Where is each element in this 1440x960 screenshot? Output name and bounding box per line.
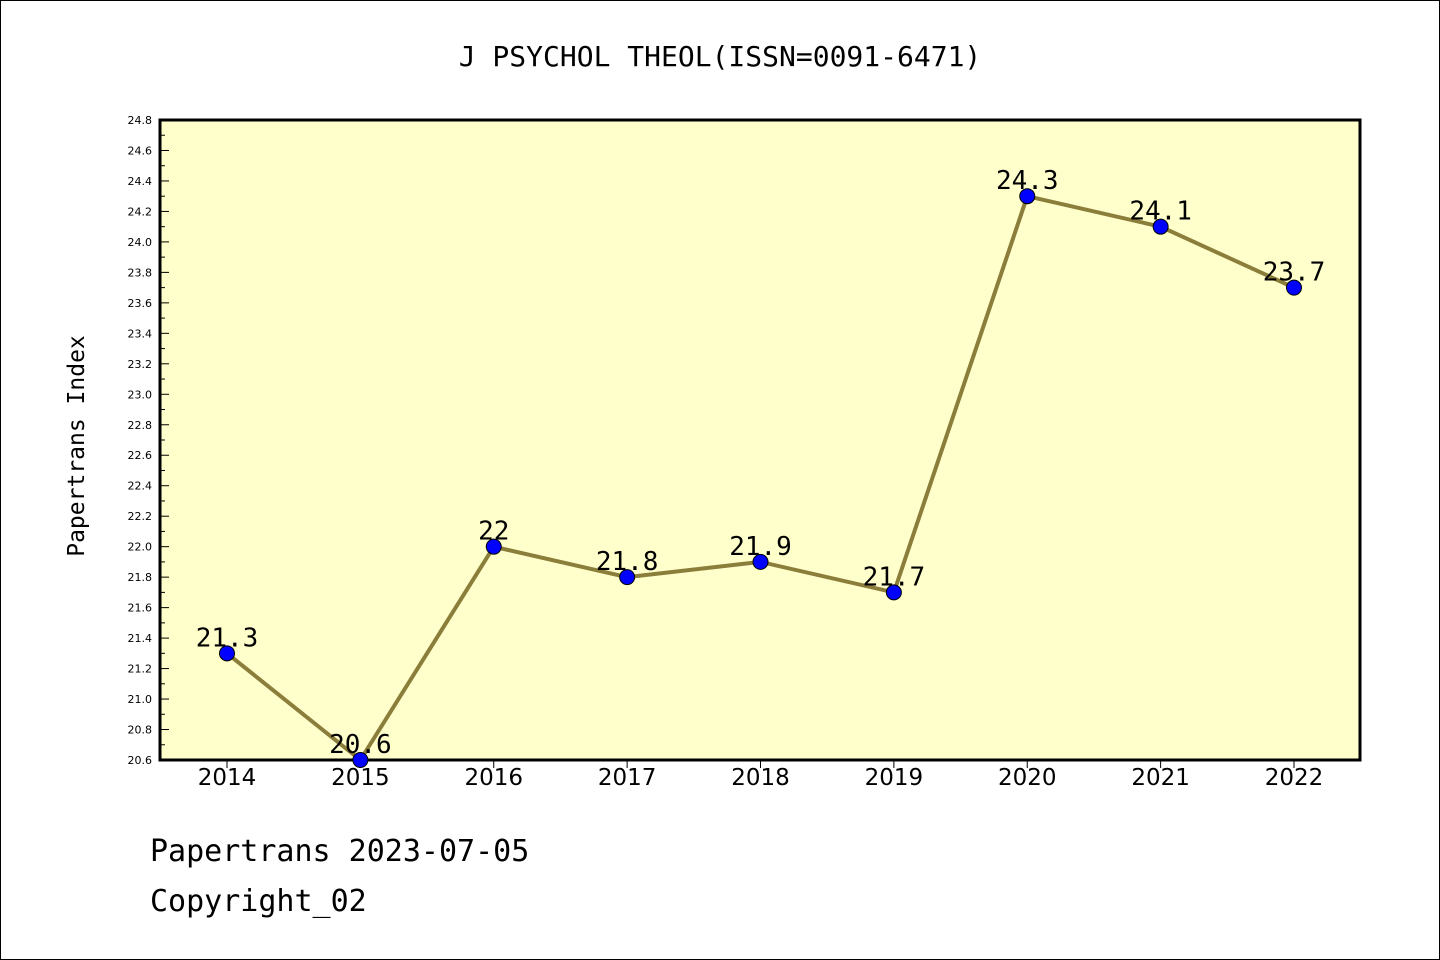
footer-date: Papertrans 2023-07-05 bbox=[150, 834, 530, 869]
y-tick-label: 22.2 bbox=[128, 510, 153, 523]
y-tick-label: 23.0 bbox=[128, 388, 153, 401]
y-tick-label: 21.6 bbox=[128, 602, 153, 615]
y-tick-label: 20.6 bbox=[128, 754, 153, 767]
data-point bbox=[1152, 218, 1169, 235]
y-tick-label: 21.8 bbox=[128, 571, 153, 584]
y-tick-label: 24.6 bbox=[128, 144, 153, 157]
y-tick-label: 20.8 bbox=[128, 724, 153, 737]
y-axis: 20.6 20.8 21.0 21.2 21.4 21.6 21.8 22.0 22.2 22.4… bbox=[128, 114, 169, 767]
data-label: 21.3 bbox=[196, 623, 259, 653]
data-point bbox=[885, 584, 902, 601]
data-point bbox=[752, 553, 769, 570]
data-point bbox=[1286, 279, 1302, 296]
y-tick-label: 24.0 bbox=[128, 236, 153, 249]
y-tick-label: 23.2 bbox=[128, 358, 153, 371]
y-tick-label: 22.6 bbox=[128, 449, 153, 462]
x-tick-label: 2018 bbox=[731, 765, 790, 791]
data-label: 24.3 bbox=[996, 166, 1059, 196]
data-label: 21.7 bbox=[863, 562, 926, 592]
series-layer bbox=[219, 188, 1302, 768]
x-tick-label: 2016 bbox=[464, 765, 523, 791]
y-tick-label: 22.8 bbox=[128, 419, 153, 432]
chart-title: J PSYCHOL THEOL(ISSN=0091-6471) bbox=[459, 40, 982, 73]
data-label: 21.8 bbox=[596, 547, 659, 577]
x-tick-label: 2022 bbox=[1265, 765, 1324, 791]
y-tick-label: 24.8 bbox=[128, 114, 153, 127]
data-point bbox=[619, 569, 636, 586]
y-tick-label: 23.4 bbox=[128, 327, 153, 340]
x-tick-label: 2015 bbox=[331, 765, 390, 791]
data-label: 20.6 bbox=[329, 730, 392, 760]
data-point bbox=[1019, 188, 1036, 205]
data-label: 24.1 bbox=[1129, 197, 1192, 227]
data-point bbox=[352, 752, 369, 768]
data-point bbox=[219, 645, 235, 662]
x-tick-label: 2019 bbox=[865, 765, 924, 791]
data-point bbox=[485, 538, 502, 555]
y-tick-label: 23.8 bbox=[128, 266, 153, 279]
x-tick-label: 2017 bbox=[598, 765, 657, 791]
y-tick-label: 24.4 bbox=[128, 175, 153, 188]
y-tick-label: 22.0 bbox=[128, 541, 153, 554]
x-tick-label: 2014 bbox=[198, 765, 257, 791]
y-tick-label: 22.4 bbox=[128, 480, 153, 493]
data-label: 21.9 bbox=[729, 532, 792, 562]
data-label: 23.7 bbox=[1263, 258, 1326, 288]
y-axis-label: Papertrans Index bbox=[64, 335, 90, 557]
y-tick-label: 23.6 bbox=[128, 297, 153, 310]
y-tick-label: 21.4 bbox=[128, 632, 153, 645]
y-tick-label: 21.2 bbox=[128, 663, 153, 676]
y-tick-label: 21.0 bbox=[128, 693, 153, 706]
y-tick-label: 24.2 bbox=[128, 205, 153, 218]
x-axis: 2014 2015 2016 2017 2018 2019 2020 2021 2022 bbox=[198, 760, 1324, 791]
x-tick-label: 2021 bbox=[1131, 765, 1190, 791]
footer-copyright: Copyright_02 bbox=[150, 884, 367, 919]
x-tick-label: 2020 bbox=[998, 765, 1057, 791]
data-labels: 21.3 20.6 22 21.8 21.9 21.7 24.3 24.1 23.7 bbox=[196, 166, 1326, 760]
data-label: 22 bbox=[478, 517, 509, 547]
